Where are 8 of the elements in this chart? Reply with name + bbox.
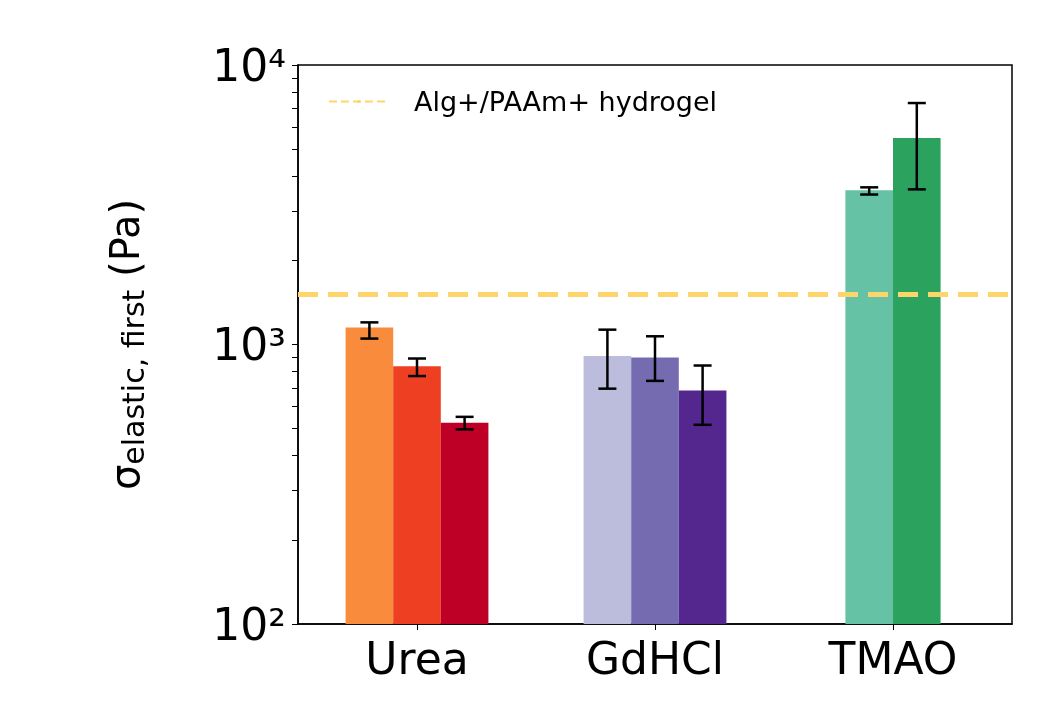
- y-tick-label: 10⁴: [212, 39, 286, 91]
- legend-label: Alg+/PAAm+ hydrogel: [414, 86, 718, 117]
- x-tick-label: GdHCl: [585, 632, 725, 684]
- y-tick-label: 10³: [212, 319, 286, 370]
- x-tick-label: TMAO: [827, 632, 958, 684]
- y-axis-title: σelastic, first (Pa): [102, 198, 151, 491]
- y-tick-label: 10²: [212, 598, 286, 650]
- x-tick-label: Urea: [365, 632, 469, 684]
